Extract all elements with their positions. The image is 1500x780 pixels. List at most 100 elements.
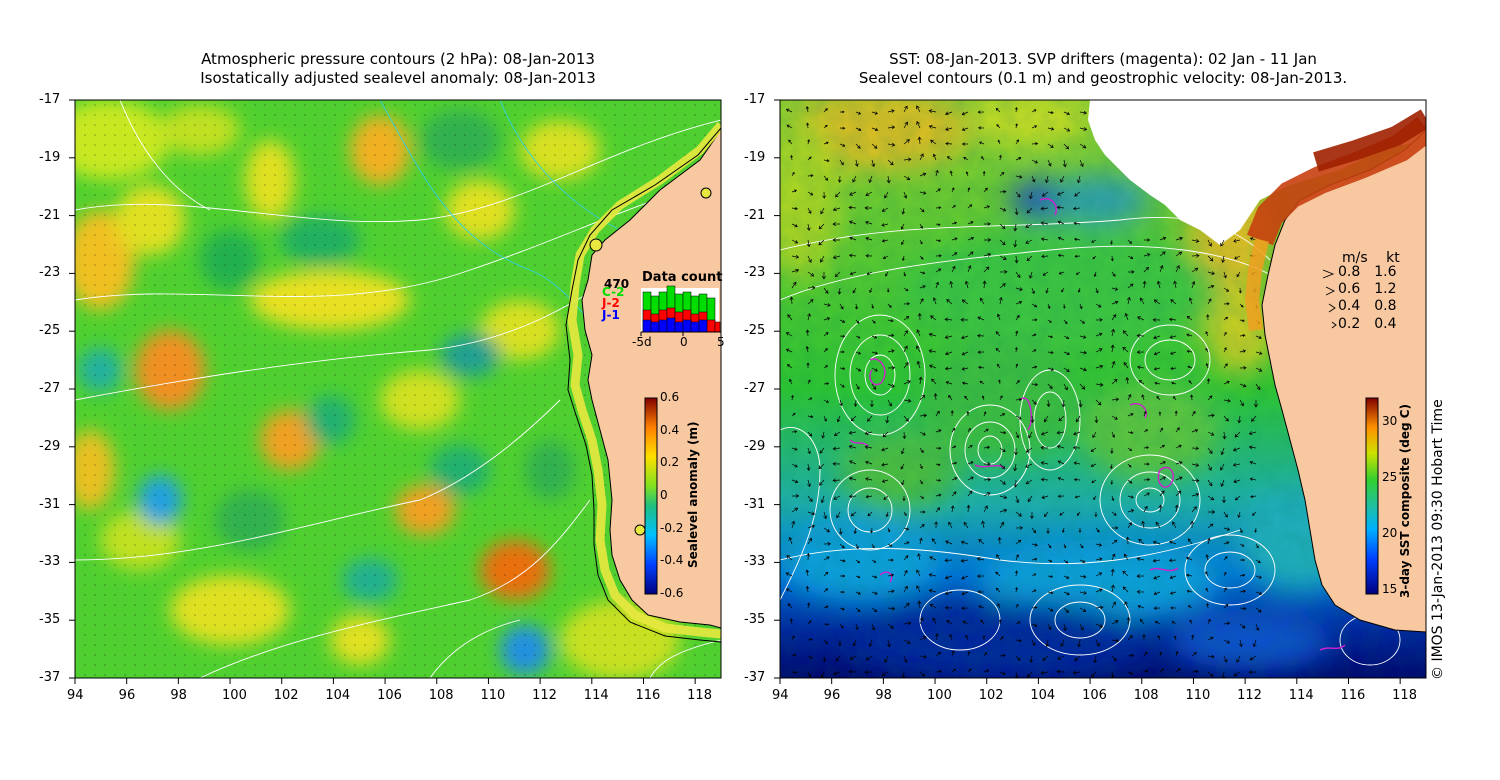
velocity-arrow [1095,588,1103,593]
velocity-arrow [946,299,953,305]
velocity-arrow [1221,255,1226,264]
velocity-arrow [805,105,809,113]
velocity-arrow [1169,575,1177,579]
velocity-arrow [1207,618,1211,625]
velocity-arrow [982,280,987,289]
velocity-arrow [820,495,825,504]
velocity-arrow [834,271,841,278]
velocity-arrow [902,495,906,502]
velocity-arrow [1111,553,1116,561]
sst-colorbar-tick-label: 25 [1382,470,1398,484]
velocity-arrow [919,271,926,275]
velocity-arrow [887,589,895,594]
velocity-arrow [950,505,955,513]
velocity-arrow [960,317,969,322]
velocity-arrow [976,574,985,578]
velocity-arrow [1191,281,1196,289]
velocity-arrow [1063,351,1070,356]
velocity-arrow [853,527,857,535]
velocity-arrow [1063,575,1070,579]
velocity-arrow [1142,280,1147,289]
velocity-arrow [919,463,923,470]
velocity-arrow [1169,540,1177,545]
speed-kt-0: 1.6 [1374,264,1397,280]
velocity-arrow [1223,655,1228,663]
velocity-arrow [903,527,910,531]
velocity-arrow [903,175,911,180]
velocity-arrow [1013,223,1018,232]
velocity-arrow [919,636,927,641]
velocity-arrow [919,495,925,499]
velocity-arrow [881,207,889,212]
velocity-arrow [887,319,894,323]
velocity-arrow [961,142,969,146]
velocity-arrow [871,351,878,355]
velocity-arrow [995,348,1001,353]
velocity-arrow [1124,601,1129,609]
velocity-arrow [1041,191,1049,197]
left-x-tick-label: 96 [118,688,136,703]
right-y-tick-label: -21 [744,207,766,223]
velocity-arrow [951,650,955,657]
velocity-arrow [1191,463,1200,467]
velocity-arrow [1207,284,1215,289]
velocity-arrow [935,446,942,450]
speed-kt-3: 0.4 [1374,316,1397,332]
velocity-arrow [1175,444,1182,449]
velocity-arrow [1015,603,1019,609]
velocity-arrow [1044,415,1049,423]
left-x-tick-label: 106 [377,688,402,703]
velocity-arrow [996,554,1001,561]
velocity-arrow [836,511,841,519]
velocity-arrow [1079,303,1083,310]
velocity-arrow [951,252,958,257]
velocity-arrow [823,287,829,294]
velocity-arrow [823,317,831,321]
velocity-arrow [919,239,923,245]
velocity-arrow [820,255,825,263]
velocity-arrow [855,623,859,631]
velocity-arrow [934,521,938,529]
velocity-arrow [881,239,889,243]
velocity-arrow [1057,253,1065,258]
velocity-arrow [1092,431,1097,439]
velocity-arrow [919,255,924,260]
velocity-arrow [1255,351,1263,355]
velocity-arrow [833,495,841,500]
sst-colorbar-tick-label: 20 [1382,526,1398,540]
velocity-arrow [935,478,942,482]
velocity-arrow [917,553,921,561]
velocity-arrow [1095,364,1104,369]
velocity-arrow [1063,111,1071,116]
right-x-tick-label: 102 [978,688,1004,703]
velocity-arrow [1154,381,1161,385]
velocity-arrow [1122,586,1129,593]
velocity-arrow [966,410,970,417]
velocity-arrow [1152,317,1161,322]
velocity-arrow [1172,521,1177,529]
velocity-arrow [1079,574,1087,579]
velocity-arrow [1077,287,1081,293]
velocity-arrow [1223,316,1229,321]
velocity-arrow [1142,633,1146,641]
velocity-arrow [1186,333,1193,337]
velocity-arrow [886,175,891,184]
velocity-arrow [823,332,829,337]
velocity-arrow [1073,431,1081,436]
velocity-arrow [997,139,1001,145]
velocity-arrow [833,671,841,676]
velocity-arrow [946,620,953,625]
velocity-arrow [1255,623,1260,631]
velocity-arrow [1047,127,1055,131]
velocity-arrow [1234,431,1241,438]
velocity-arrow [867,415,873,422]
velocity-arrow [1205,554,1209,561]
velocity-arrow [1111,511,1117,516]
velocity-arrow [1143,266,1150,273]
velocity-arrow [1125,536,1130,545]
velocity-arrow [919,447,924,453]
velocity-arrow [962,620,969,625]
velocity-arrow [1232,462,1241,467]
velocity-arrow [789,296,794,305]
velocity-arrow [883,495,889,500]
